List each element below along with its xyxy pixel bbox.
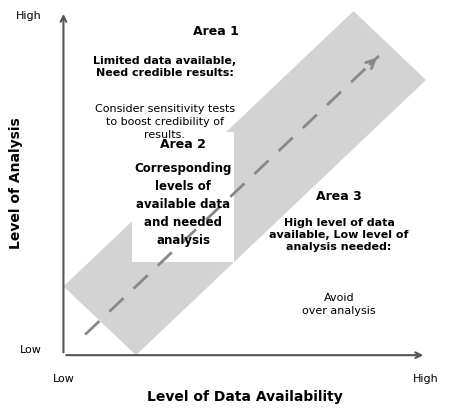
Text: Area 3: Area 3 xyxy=(316,190,362,203)
Text: High: High xyxy=(413,374,439,384)
Text: Area 1: Area 1 xyxy=(193,25,238,38)
Text: High: High xyxy=(16,11,42,21)
Text: Limited data available,
Need credible results:: Limited data available, Need credible re… xyxy=(94,56,237,78)
Text: High level of data
available, Low level of
analysis needed:: High level of data available, Low level … xyxy=(269,218,409,252)
Text: Area 2: Area 2 xyxy=(160,138,206,152)
Text: Consider sensitivity tests
to boost credibility of
results.: Consider sensitivity tests to boost cred… xyxy=(95,104,235,140)
FancyBboxPatch shape xyxy=(132,131,234,262)
Polygon shape xyxy=(63,11,426,355)
Text: Avoid
over analysis: Avoid over analysis xyxy=(302,293,376,316)
Text: Low: Low xyxy=(53,374,74,384)
Text: Level of Analysis: Level of Analysis xyxy=(9,117,23,249)
Text: Low: Low xyxy=(20,345,42,355)
Text: Level of Data Availability: Level of Data Availability xyxy=(147,390,342,404)
Text: Corresponding
levels of
available data
and needed
analysis: Corresponding levels of available data a… xyxy=(135,162,232,248)
